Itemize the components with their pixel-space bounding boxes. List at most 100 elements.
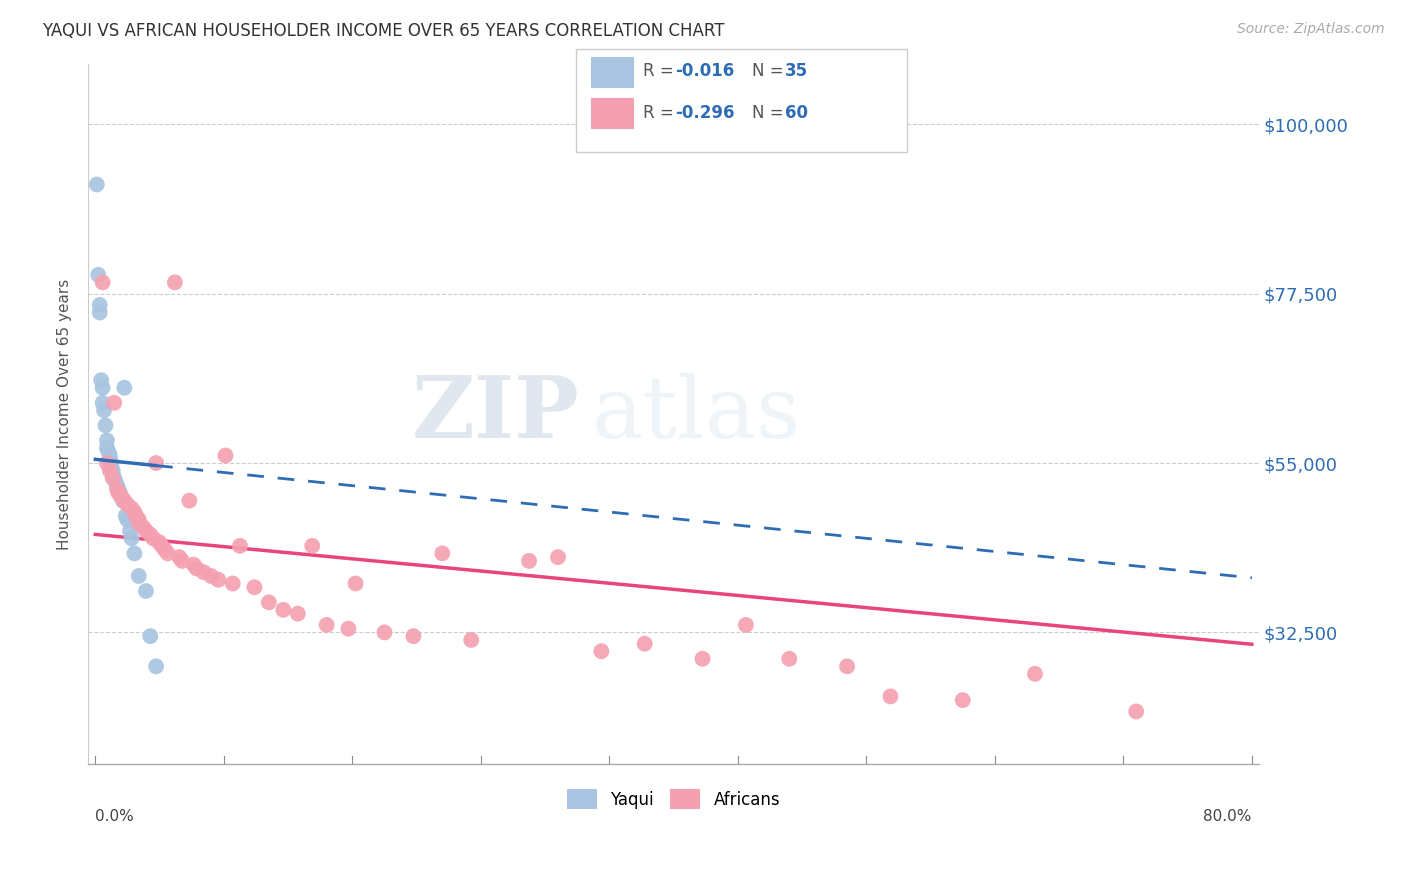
Point	[100, 459, 122, 474]
Text: atlas: atlas	[592, 373, 801, 456]
Point	[214, 449, 236, 463]
Point	[287, 607, 309, 621]
Point	[104, 475, 127, 489]
Point	[167, 550, 190, 565]
Point	[115, 498, 138, 512]
Point	[344, 576, 367, 591]
Point	[103, 396, 125, 410]
Point	[112, 381, 135, 395]
Point	[98, 464, 121, 478]
Point	[96, 434, 118, 448]
Point	[222, 576, 245, 591]
Point	[879, 690, 901, 704]
Point	[179, 493, 201, 508]
Point	[186, 561, 208, 575]
Point	[135, 524, 157, 538]
Point	[94, 418, 117, 433]
Point	[107, 486, 129, 500]
Point	[121, 532, 143, 546]
Point	[128, 512, 150, 526]
Text: ZIP: ZIP	[412, 372, 579, 456]
Point	[145, 659, 167, 673]
Point	[112, 493, 135, 508]
Point	[121, 501, 143, 516]
Point	[115, 512, 138, 526]
Point	[778, 652, 800, 666]
Text: 60: 60	[785, 104, 807, 122]
Point	[93, 403, 115, 417]
Y-axis label: Householder Income Over 65 years: Householder Income Over 65 years	[58, 278, 72, 549]
Point	[108, 486, 131, 500]
Text: R =: R =	[643, 62, 679, 80]
Point	[243, 580, 266, 594]
Text: N =: N =	[752, 62, 789, 80]
Point	[337, 622, 360, 636]
Point	[1024, 666, 1046, 681]
Point	[229, 539, 252, 553]
Point	[835, 659, 858, 673]
Point	[114, 508, 136, 523]
Text: N =: N =	[752, 104, 789, 122]
Text: -0.016: -0.016	[675, 62, 734, 80]
Point	[89, 298, 111, 312]
Point	[183, 558, 205, 572]
Point	[98, 452, 121, 467]
Point	[105, 483, 128, 497]
Point	[207, 573, 229, 587]
Point	[89, 305, 111, 319]
Point	[432, 546, 454, 560]
Point	[120, 524, 142, 538]
Point	[547, 550, 569, 565]
Point	[301, 539, 323, 553]
Point	[952, 693, 974, 707]
Point	[460, 632, 482, 647]
Point	[172, 554, 194, 568]
Point	[591, 644, 613, 658]
Point	[124, 546, 146, 560]
Text: Source: ZipAtlas.com: Source: ZipAtlas.com	[1237, 22, 1385, 37]
Point	[96, 456, 118, 470]
Point	[373, 625, 395, 640]
Text: 80.0%: 80.0%	[1204, 809, 1251, 824]
Point	[98, 449, 121, 463]
Point	[692, 652, 714, 666]
Point	[128, 569, 150, 583]
Text: 35: 35	[785, 62, 807, 80]
Point	[163, 276, 186, 290]
Point	[402, 629, 425, 643]
Point	[86, 178, 108, 192]
Text: 0.0%: 0.0%	[96, 809, 134, 824]
Point	[156, 546, 179, 560]
Text: YAQUI VS AFRICAN HOUSEHOLDER INCOME OVER 65 YEARS CORRELATION CHART: YAQUI VS AFRICAN HOUSEHOLDER INCOME OVER…	[42, 22, 724, 40]
Point	[110, 490, 132, 504]
Point	[634, 637, 657, 651]
Point	[139, 527, 162, 541]
Point	[124, 505, 146, 519]
Point	[91, 381, 114, 395]
Point	[1125, 705, 1147, 719]
Legend: Yaqui, Africans: Yaqui, Africans	[560, 783, 787, 815]
Point	[139, 629, 162, 643]
Text: -0.296: -0.296	[675, 104, 734, 122]
Point	[101, 467, 124, 482]
Point	[517, 554, 540, 568]
Point	[87, 268, 110, 282]
Point	[97, 444, 120, 458]
Point	[315, 618, 337, 632]
Point	[100, 456, 122, 470]
Point	[90, 373, 112, 387]
Point	[148, 535, 170, 549]
Point	[101, 471, 124, 485]
Point	[96, 441, 118, 455]
Point	[200, 569, 222, 583]
Text: R =: R =	[643, 104, 679, 122]
Point	[735, 618, 758, 632]
Point	[150, 539, 173, 553]
Point	[125, 508, 148, 523]
Point	[91, 396, 114, 410]
Point	[128, 516, 150, 531]
Point	[257, 595, 280, 609]
Point	[105, 478, 128, 492]
Point	[153, 542, 176, 557]
Point	[135, 584, 157, 599]
